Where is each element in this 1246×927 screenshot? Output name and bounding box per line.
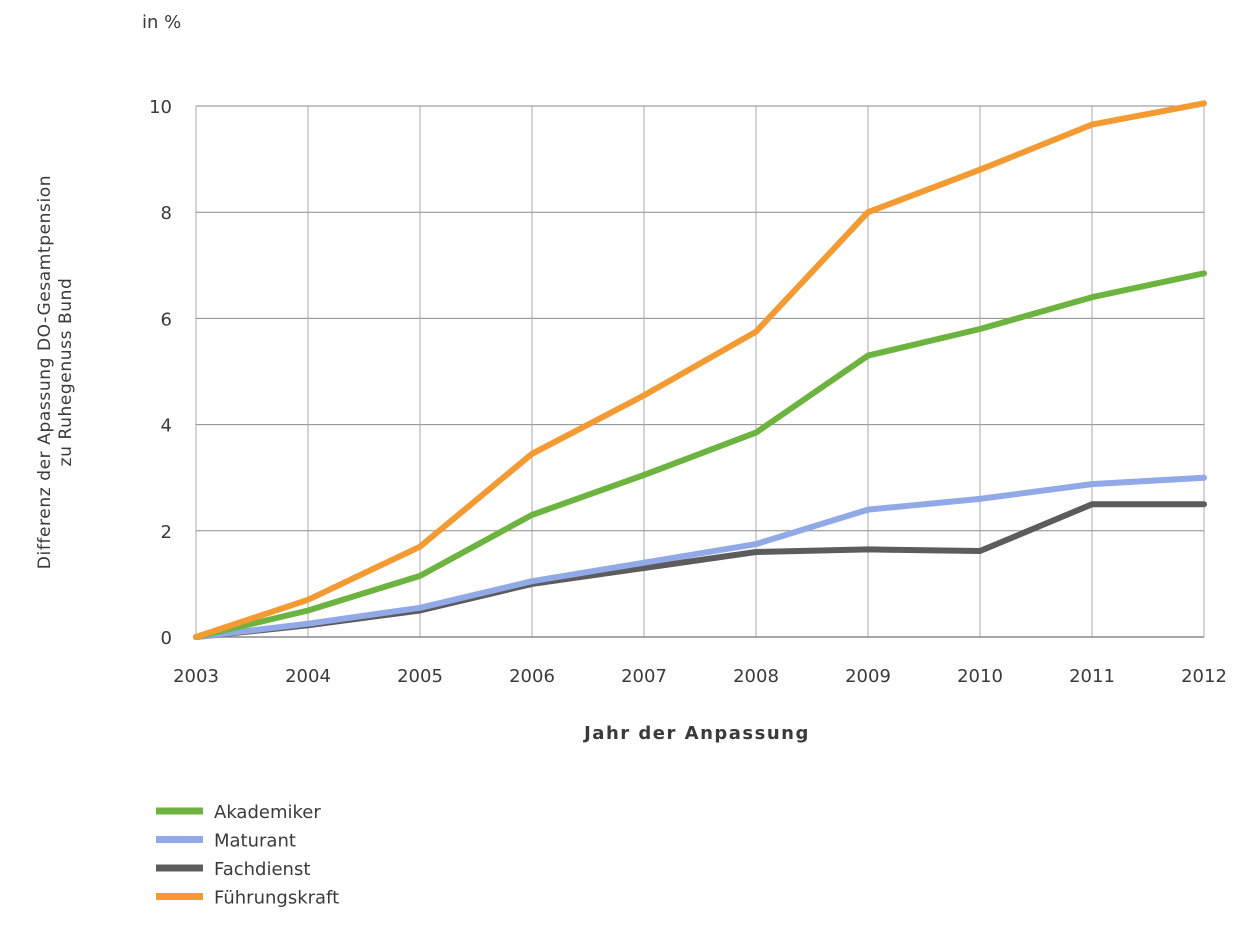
tick-labels: 0 2 4 6 8 10 2003 2004 2005 2006 2007 2008 2009 2010 2… [149,97,1227,687]
y-tick-label: 0 [161,628,172,649]
x-tick-label: 2012 [1181,666,1227,687]
y-axis-title-line-1: Differenz der Apassung DO-Gesamtpension [35,175,55,569]
legend-item: Maturant [156,831,296,852]
x-tick-label: 2007 [621,666,667,687]
x-tick-label: 2003 [173,666,219,687]
legend-label: Akademiker [214,802,321,823]
x-tick-label: 2004 [285,666,331,687]
x-tick-label: 2010 [957,666,1003,687]
series-lines [193,100,1207,640]
legend-label: Führungskraft [214,888,339,909]
series-line-f-hrungskraft [193,100,1207,640]
legend-item: Akademiker [156,802,321,823]
legend-label: Maturant [214,831,296,852]
x-tick-label: 2005 [397,666,443,687]
y-tick-label: 10 [149,97,172,118]
series-line-maturant [193,474,1207,640]
y-axis-title-line-2: zu Ruhegenuss Bund [56,278,76,467]
x-axis-title: Jahr der Anpassung [582,723,810,744]
axes [195,106,1204,638]
y-tick-label: 4 [161,416,172,437]
y-unit-label: in % [142,12,181,33]
legend: Akademiker Maturant Fachdienst Führungskraf… [156,802,339,909]
x-tick-label: 2011 [1069,666,1115,687]
x-tick-label: 2009 [845,666,891,687]
series-line-akademiker [193,270,1207,640]
y-tick-label: 2 [161,522,172,543]
y-axis-title: Differenz der Apassung DO-Gesamtpension … [35,175,76,569]
x-tick-label: 2008 [733,666,779,687]
legend-label: Fachdienst [214,859,310,880]
x-tick-label: 2006 [509,666,555,687]
grid-lines [196,105,1205,637]
y-tick-label: 8 [161,203,172,224]
legend-item: Fachdienst [156,859,310,880]
legend-item: Führungskraft [156,888,339,909]
y-tick-label: 6 [161,309,172,330]
